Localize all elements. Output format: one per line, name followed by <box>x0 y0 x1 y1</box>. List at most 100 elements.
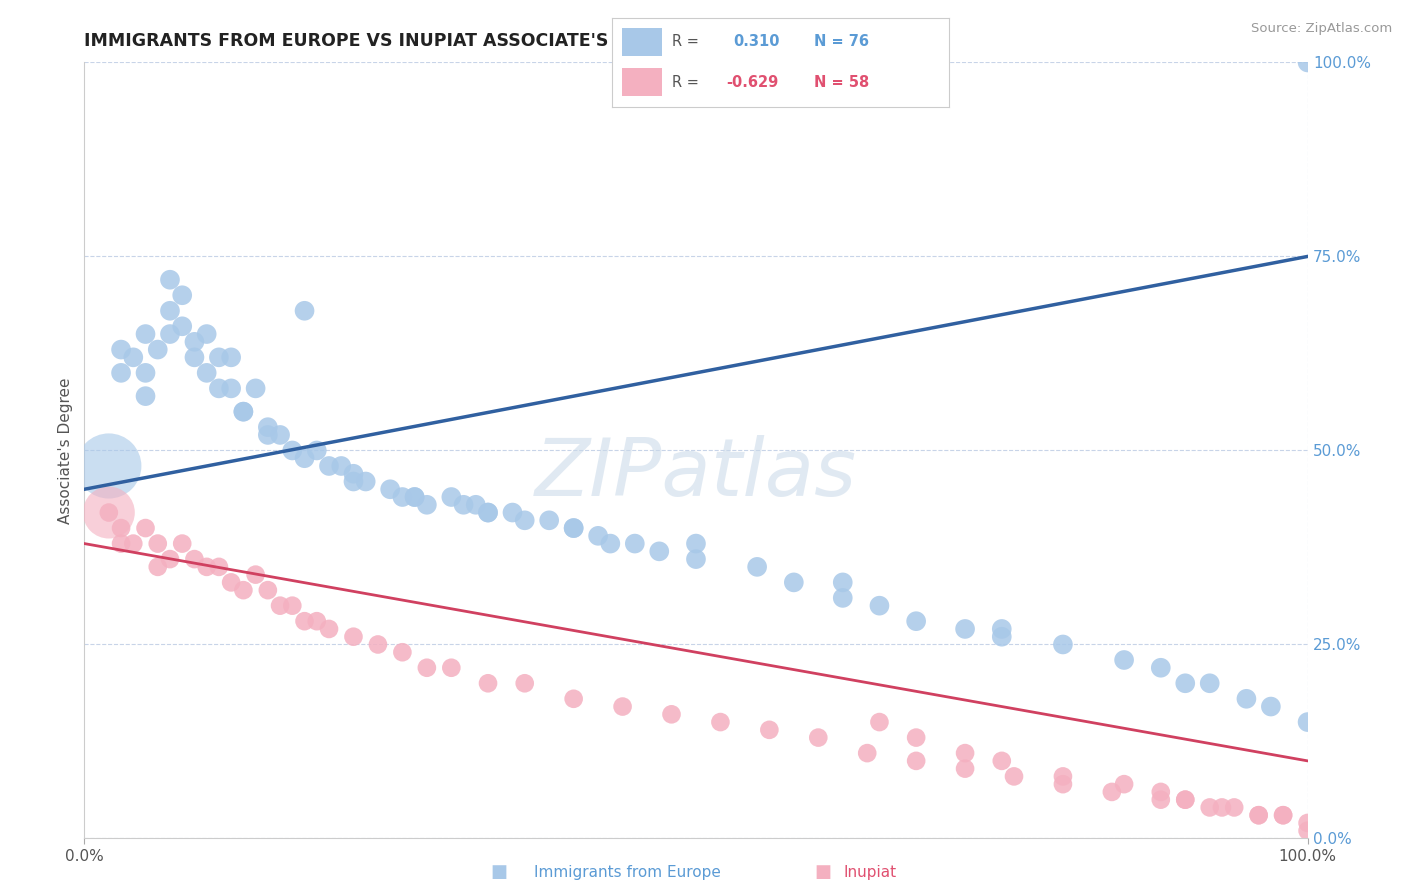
Point <box>685 552 707 566</box>
Point <box>110 366 132 380</box>
Text: N = 58: N = 58 <box>814 75 869 89</box>
Point <box>562 691 585 706</box>
Point <box>1198 676 1220 690</box>
Point <box>905 614 928 628</box>
Point <box>599 536 621 550</box>
Point <box>538 513 561 527</box>
Point <box>905 731 928 745</box>
Point <box>318 622 340 636</box>
Point <box>391 490 413 504</box>
Point <box>172 319 194 334</box>
Point <box>122 536 145 550</box>
Point <box>232 583 254 598</box>
Point <box>172 536 194 550</box>
Point <box>146 343 169 357</box>
Point <box>1272 808 1295 822</box>
Point <box>856 746 879 760</box>
Point <box>1150 793 1173 807</box>
Point <box>232 405 254 419</box>
Point <box>183 351 205 365</box>
Point <box>562 521 585 535</box>
Point <box>612 699 634 714</box>
Point <box>342 467 364 481</box>
Point <box>135 326 157 341</box>
Point <box>294 451 316 466</box>
Point <box>1247 808 1270 822</box>
Point <box>318 458 340 473</box>
Point <box>1101 785 1123 799</box>
Point <box>502 506 524 520</box>
Point <box>342 475 364 489</box>
Point <box>513 676 536 690</box>
Point <box>281 443 304 458</box>
Point <box>685 536 707 550</box>
Point <box>257 420 280 434</box>
Point <box>257 583 280 598</box>
Point <box>146 536 169 550</box>
Point <box>135 366 157 380</box>
Y-axis label: Associate's Degree: Associate's Degree <box>58 377 73 524</box>
Point <box>464 498 486 512</box>
Point <box>1296 55 1319 70</box>
Point <box>159 552 181 566</box>
Point <box>783 575 806 590</box>
Point <box>172 288 194 302</box>
Point <box>122 351 145 365</box>
Point <box>330 458 353 473</box>
Point <box>661 707 683 722</box>
Point <box>367 637 389 651</box>
Point <box>747 560 769 574</box>
Point <box>97 506 120 520</box>
Point <box>991 630 1014 644</box>
Point <box>1174 676 1197 690</box>
Point <box>1236 691 1258 706</box>
Point <box>380 483 402 497</box>
Point <box>219 575 242 590</box>
Point <box>709 715 731 730</box>
Text: Source: ZipAtlas.com: Source: ZipAtlas.com <box>1251 22 1392 36</box>
Bar <box>621 68 662 96</box>
Point <box>1272 808 1295 822</box>
Point <box>1114 777 1136 791</box>
Point <box>1052 769 1074 783</box>
Point <box>183 552 205 566</box>
Point <box>831 575 853 590</box>
Point <box>453 498 475 512</box>
Point <box>232 405 254 419</box>
Point <box>354 475 377 489</box>
Point <box>513 513 536 527</box>
Point <box>953 746 976 760</box>
Point <box>305 443 328 458</box>
Point <box>110 521 132 535</box>
Bar <box>621 28 662 56</box>
Point <box>135 521 157 535</box>
Text: Inupiat: Inupiat <box>844 865 897 880</box>
Point <box>208 351 231 365</box>
Point <box>257 428 280 442</box>
Point <box>110 536 132 550</box>
Point <box>562 521 585 535</box>
Point <box>183 334 205 349</box>
Point <box>905 754 928 768</box>
Point <box>1296 816 1319 830</box>
Point <box>404 490 426 504</box>
Point <box>159 273 181 287</box>
Point <box>110 343 132 357</box>
Point <box>440 490 463 504</box>
Point <box>624 536 647 550</box>
Point <box>1296 715 1319 730</box>
Point <box>869 599 891 613</box>
Text: N = 76: N = 76 <box>814 35 869 49</box>
Point <box>305 614 328 628</box>
Text: R =: R = <box>672 35 699 49</box>
Point <box>208 381 231 395</box>
Point <box>416 661 439 675</box>
Point <box>342 630 364 644</box>
Point <box>97 458 120 473</box>
Point <box>159 303 181 318</box>
Point <box>294 614 316 628</box>
Point <box>135 389 157 403</box>
Point <box>1174 793 1197 807</box>
Point <box>245 567 267 582</box>
Point <box>991 754 1014 768</box>
